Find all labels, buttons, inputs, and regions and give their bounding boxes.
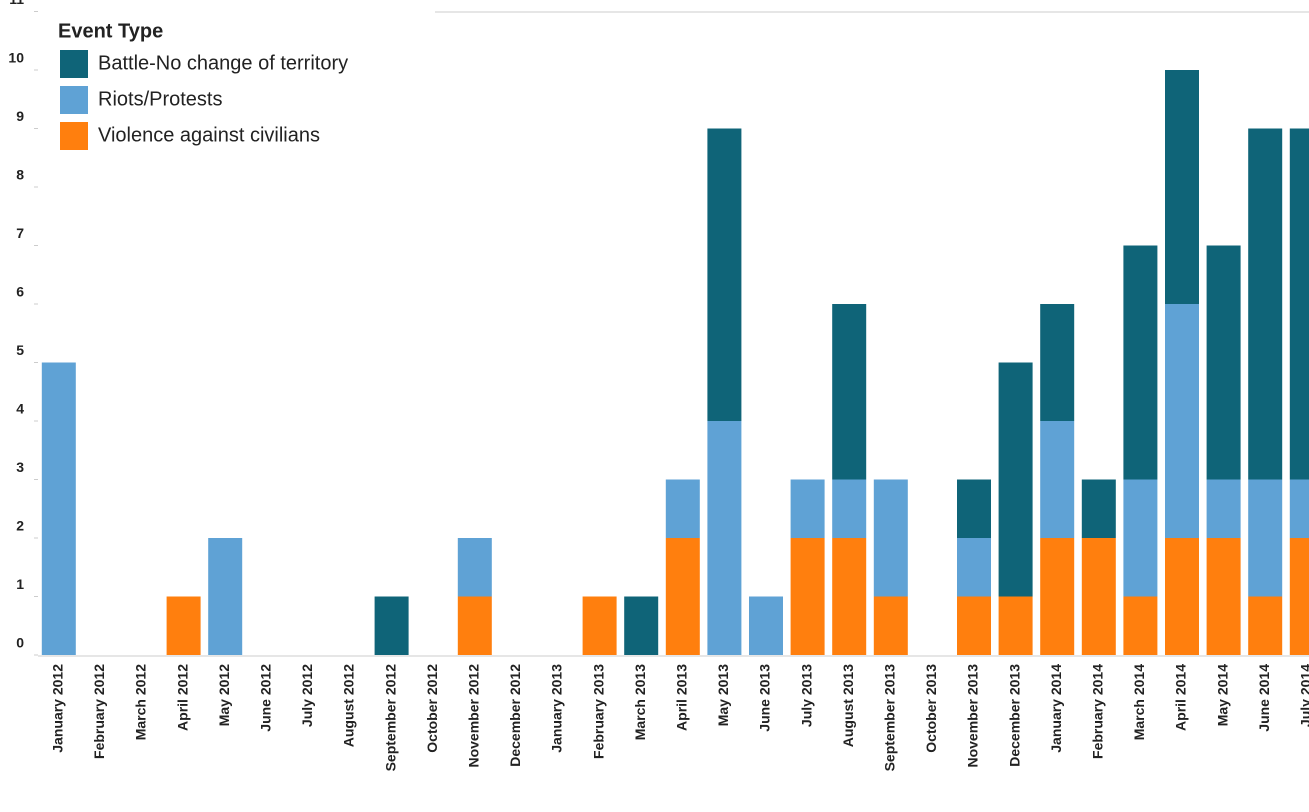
bar-segment xyxy=(1165,70,1199,304)
x-tick-label: March 2012 xyxy=(133,664,149,740)
x-tick-label: February 2014 xyxy=(1090,664,1106,759)
y-tick-label: 1 xyxy=(16,576,24,592)
x-tick-label: May 2013 xyxy=(715,664,731,726)
y-tick-label: 10 xyxy=(8,50,24,66)
y-tick-label: 8 xyxy=(16,167,24,183)
bar-segment xyxy=(1123,479,1158,597)
x-tick-label: September 2012 xyxy=(382,664,398,772)
legend-label: Riots/Protests xyxy=(98,88,222,110)
x-tick-label: January 2013 xyxy=(549,664,565,753)
bar-segment xyxy=(957,479,991,538)
bar-segment xyxy=(1248,479,1283,597)
bar-segment xyxy=(1206,538,1241,655)
bar-segment xyxy=(1081,538,1116,655)
bar-segment xyxy=(582,596,617,655)
bar-segment xyxy=(707,421,742,655)
x-tick-label: June 2013 xyxy=(757,664,773,732)
x-tick-label: October 2013 xyxy=(923,664,939,753)
x-tick-label: January 2012 xyxy=(50,664,66,753)
bar-segment xyxy=(1289,479,1309,538)
bar-segment xyxy=(41,362,76,655)
bar-segment xyxy=(1123,596,1158,655)
x-tick-label: May 2012 xyxy=(216,664,232,726)
bar-segment xyxy=(665,479,700,538)
x-tick-label: February 2012 xyxy=(91,664,107,759)
legend-title: Event Type xyxy=(58,20,163,42)
x-tick-label: March 2014 xyxy=(1131,664,1147,740)
bar-segment xyxy=(1206,479,1241,538)
bar-segment xyxy=(749,596,783,655)
legend-swatch xyxy=(60,86,88,114)
x-tick-label: May 2014 xyxy=(1214,664,1230,726)
x-tick-label: October 2012 xyxy=(424,664,440,753)
bar-segment xyxy=(1289,128,1309,480)
bar-segment xyxy=(707,128,742,421)
bars: 0 1 2 3 4 5 6 7 8 9 10 11 xyxy=(8,0,1309,656)
x-tick-label: January 2014 xyxy=(1048,664,1064,753)
bar-segment xyxy=(873,479,908,597)
legend-swatch xyxy=(60,122,88,150)
bar-segment xyxy=(832,479,867,538)
x-tick-label: December 2012 xyxy=(507,664,523,767)
x-tick-label: July 2012 xyxy=(299,664,315,727)
bar-segment xyxy=(998,362,1033,597)
bar-segment xyxy=(832,538,867,655)
y-tick-label: 5 xyxy=(16,342,24,358)
bar-segment xyxy=(873,596,908,655)
x-tick-label: September 2013 xyxy=(882,664,898,772)
x-tick-label: December 2013 xyxy=(1006,664,1022,767)
y-tick-label: 11 xyxy=(9,0,24,7)
bar-segment xyxy=(790,479,825,538)
x-tick-label: August 2013 xyxy=(840,664,856,747)
x-tick-label: March 2013 xyxy=(632,664,648,740)
bar-segment xyxy=(832,304,867,480)
bar-segment xyxy=(790,538,825,655)
bar-segment xyxy=(457,596,492,655)
y-tick-label: 9 xyxy=(16,108,24,124)
legend-label: Battle-No change of territory xyxy=(98,52,348,74)
bar-segment xyxy=(1248,128,1283,480)
bar-segment xyxy=(1081,479,1116,538)
x-tick-label: April 2012 xyxy=(174,664,190,731)
bar-segment xyxy=(624,596,659,655)
x-tick-label: February 2013 xyxy=(590,664,606,759)
bar-segment xyxy=(957,538,991,597)
y-tick-label: 4 xyxy=(16,401,24,417)
legend-bg xyxy=(40,10,435,165)
bar-segment xyxy=(1206,245,1241,480)
y-tick-label: 3 xyxy=(16,459,24,475)
x-tick-label: November 2013 xyxy=(965,664,981,768)
x-tick-label: June 2014 xyxy=(1256,664,1272,732)
legend-swatch xyxy=(60,50,88,78)
y-tick-label: 7 xyxy=(16,225,24,241)
x-tick-label: November 2012 xyxy=(466,664,482,768)
bar-segment xyxy=(665,538,700,655)
y-tick-label: 0 xyxy=(16,635,24,651)
x-tick-label: June 2012 xyxy=(258,664,274,732)
bar-segment xyxy=(374,596,409,655)
x-tick-label: July 2013 xyxy=(798,664,814,727)
bar-segment xyxy=(1040,304,1075,421)
bar-segment xyxy=(1040,421,1075,538)
bar-segment xyxy=(1165,538,1199,655)
bar-segment xyxy=(1248,596,1283,655)
y-tick-label: 2 xyxy=(16,518,24,534)
legend: Event Type Battle-No change of territory… xyxy=(40,10,435,165)
x-tick-label: April 2014 xyxy=(1173,664,1189,731)
y-tick-label: 6 xyxy=(16,284,24,300)
bar-segment xyxy=(457,538,492,597)
bar-segment xyxy=(208,538,243,655)
bar-segment xyxy=(998,596,1033,655)
bar-segment xyxy=(1289,538,1309,655)
bar-segment xyxy=(1165,304,1199,538)
legend-label: Violence against civilians xyxy=(98,124,320,146)
bar-segment xyxy=(1123,245,1158,480)
bar-segment xyxy=(1040,538,1075,655)
bar-segment xyxy=(166,596,201,655)
x-tick-label: July 2014 xyxy=(1298,664,1309,727)
bar-segment xyxy=(957,596,991,655)
x-tick-label: August 2012 xyxy=(341,664,357,747)
x-tick-label: April 2013 xyxy=(674,664,690,731)
